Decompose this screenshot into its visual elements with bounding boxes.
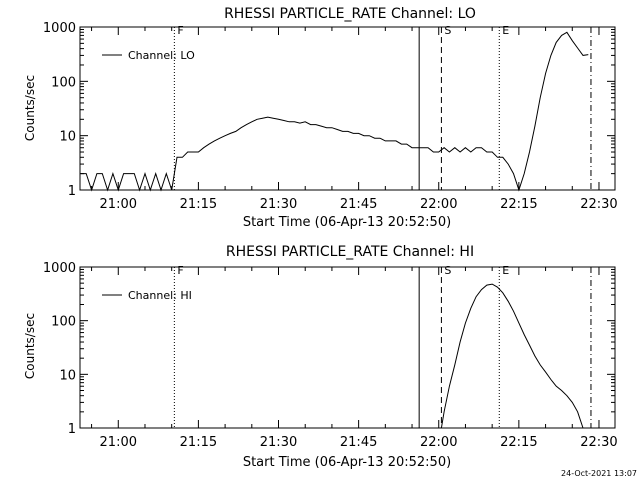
event-marker-label: S <box>444 264 451 277</box>
y-tick-label: 1 <box>68 422 76 437</box>
y-tick-label: 10 <box>59 368 76 383</box>
y-tick-label: 1 <box>68 184 76 199</box>
x-tick-label: 22:00 <box>420 435 457 450</box>
x-axis-label: Start Time (06-Apr-13 20:52:50) <box>243 455 451 470</box>
plot-frame <box>79 26 616 191</box>
x-tick-label: 21:15 <box>180 435 217 450</box>
axis-frame <box>79 26 616 191</box>
x-tick-label: 22:30 <box>580 435 617 450</box>
y-tick-label: 10 <box>59 130 76 145</box>
axis-frame <box>79 266 616 429</box>
series-line-0 <box>440 283 584 429</box>
x-tick-label: 22:15 <box>500 435 537 450</box>
event-marker-label: F <box>177 264 183 277</box>
x-tick-label: 21:30 <box>260 197 297 212</box>
y-axis-label: Counts/sec <box>23 75 37 141</box>
x-tick-label: 21:00 <box>100 197 137 212</box>
x-tick-label: 22:30 <box>580 197 617 212</box>
legend-label: Channel: HI <box>128 289 192 302</box>
x-tick-label: 22:15 <box>500 197 537 212</box>
legend: Channel: HI <box>102 289 192 302</box>
y-tick-label: 1000 <box>43 21 76 36</box>
y-tick-label: 100 <box>51 315 76 330</box>
y-tick-label: 100 <box>51 75 76 90</box>
hi-channel-panel: RHESSI PARTICLE_RATE Channel: HI Start T… <box>23 244 618 470</box>
event-marker-label: S <box>444 24 451 37</box>
x-axis-label: Start Time (06-Apr-13 20:52:50) <box>243 215 451 230</box>
chart-title: RHESSI PARTICLE_RATE Channel: HI <box>226 244 474 260</box>
y-axis-label: Counts/sec <box>23 313 37 379</box>
legend-label: Channel: LO <box>128 49 195 62</box>
event-marker-label: E <box>502 264 509 277</box>
x-tick-label: 21:45 <box>340 197 377 212</box>
x-tick-label: 21:15 <box>180 197 217 212</box>
y-tick-label: 1000 <box>43 261 76 276</box>
x-tick-label: 21:30 <box>260 435 297 450</box>
plot-frame <box>79 266 616 429</box>
generated-timestamp: 24-Oct-2021 13:07 <box>561 469 637 478</box>
x-tick-label: 22:00 <box>420 197 457 212</box>
lo-channel-panel: RHESSI PARTICLE_RATE Channel: LO Start T… <box>23 6 618 230</box>
event-marker-label: F <box>177 24 183 37</box>
event-marker-label: E <box>502 24 509 37</box>
x-tick-label: 21:45 <box>340 435 377 450</box>
x-tick-label: 21:00 <box>100 435 137 450</box>
chart-title: RHESSI PARTICLE_RATE Channel: LO <box>224 6 476 22</box>
legend: Channel: LO <box>102 49 195 62</box>
series-line-0 <box>80 31 589 192</box>
